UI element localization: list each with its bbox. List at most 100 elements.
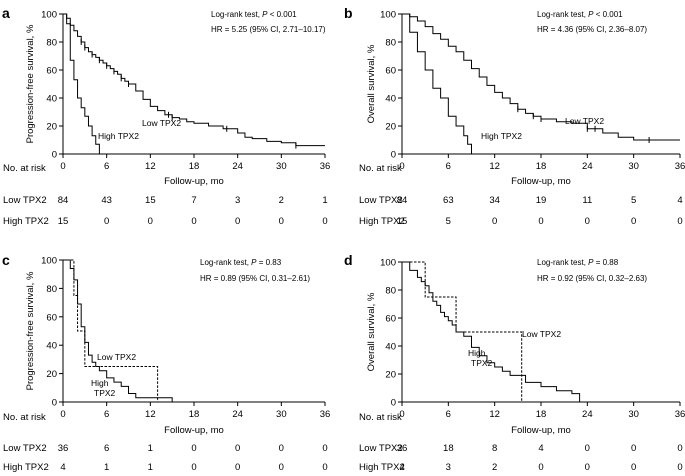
risk-row-label: High TPX2 xyxy=(3,216,49,227)
risk-count: 2 xyxy=(279,195,284,206)
y-tick-label: 100 xyxy=(380,258,396,269)
log-rank-text: Log-rank test, P = 0.88 xyxy=(537,258,619,267)
curve-label-low-tpx2: Low TPX2 xyxy=(565,116,604,126)
curve-label-line: High xyxy=(91,378,109,388)
log-rank-value: = 0.88 xyxy=(593,258,618,267)
risk-count: 0 xyxy=(492,216,497,227)
log-rank-prefix: Log-rank test, xyxy=(211,10,262,19)
risk-row-label: Low TPX2 xyxy=(359,195,403,206)
risk-table-header: No. at risk xyxy=(359,412,402,423)
y-tick-label: 0 xyxy=(391,150,396,161)
x-tick-label: 18 xyxy=(536,161,547,172)
x-tick-label: 30 xyxy=(628,161,639,172)
x-tick-label: 24 xyxy=(582,409,593,420)
risk-count: 0 xyxy=(538,216,543,227)
risk-count: 1 xyxy=(148,443,153,454)
curve-label-low-tpx2: Low TPX2 xyxy=(522,329,561,339)
risk-count: 0 xyxy=(148,216,153,227)
hazard-ratio-text: HR = 4.36 (95% CI, 2.36–8.07) xyxy=(537,25,647,34)
panel-letter: a xyxy=(2,5,10,21)
risk-count: 0 xyxy=(322,216,327,227)
risk-count: 3 xyxy=(446,462,451,473)
x-tick-label: 18 xyxy=(189,409,200,420)
survival-curve-high-tpx2 xyxy=(63,259,159,402)
risk-count: 0 xyxy=(631,443,636,454)
risk-count: 15 xyxy=(58,216,69,227)
x-tick-label: 0 xyxy=(399,161,404,172)
risk-count: 0 xyxy=(677,462,682,473)
risk-count: 4 xyxy=(677,195,682,206)
x-tick-label: 30 xyxy=(276,161,287,172)
x-tick-label: 36 xyxy=(675,161,685,172)
risk-table-header: No. at risk xyxy=(3,412,46,423)
hazard-ratio-text: HR = 5.25 (95% CI, 2.71–10.17) xyxy=(211,25,326,34)
x-axis-title: Follow-up, mo xyxy=(511,425,571,436)
y-tick-label: 40 xyxy=(385,342,396,353)
y-tick-label: 60 xyxy=(46,312,57,323)
x-tick-label: 18 xyxy=(189,161,200,172)
risk-count: 0 xyxy=(235,216,240,227)
risk-count: 0 xyxy=(322,462,327,473)
risk-row-label: Low TPX2 xyxy=(3,443,47,454)
x-tick-label: 12 xyxy=(145,409,156,420)
risk-count: 43 xyxy=(101,195,112,206)
log-rank-p: P xyxy=(588,10,594,19)
y-axis-title: Overall survival, % xyxy=(366,44,377,123)
y-tick-label: 100 xyxy=(380,10,396,21)
risk-count: 11 xyxy=(582,195,592,206)
risk-count: 0 xyxy=(585,216,590,227)
log-rank-text: Log-rank test, P < 0.001 xyxy=(211,10,297,19)
y-tick-label: 80 xyxy=(385,38,396,49)
risk-count: 15 xyxy=(397,216,408,227)
risk-row-label: Low TPX2 xyxy=(3,195,47,206)
y-tick-label: 0 xyxy=(391,398,396,409)
curve-label-low-tpx2: Low TPX2 xyxy=(142,118,181,128)
y-tick-label: 0 xyxy=(52,398,57,409)
risk-count: 0 xyxy=(235,462,240,473)
x-tick-label: 24 xyxy=(582,161,593,172)
survival-curve-low-tpx2 xyxy=(402,13,680,141)
x-tick-label: 12 xyxy=(489,409,500,420)
y-tick-label: 20 xyxy=(46,122,57,133)
risk-count: 18 xyxy=(443,443,454,454)
x-tick-label: 30 xyxy=(276,409,287,420)
risk-count: 0 xyxy=(585,443,590,454)
panel-letter: b xyxy=(344,5,353,21)
curve-label-line: TPX2 xyxy=(471,358,493,368)
survival-curve-low-tpx2 xyxy=(63,259,173,402)
risk-count: 0 xyxy=(677,216,682,227)
risk-count: 6 xyxy=(104,443,109,454)
x-tick-label: 6 xyxy=(104,161,109,172)
risk-count: 4 xyxy=(538,443,543,454)
x-tick-label: 18 xyxy=(536,409,547,420)
y-tick-label: 100 xyxy=(41,256,57,267)
survival-curve-high-tpx2 xyxy=(402,13,472,154)
risk-table-header: No. at risk xyxy=(359,163,402,174)
log-rank-prefix: Log-rank test, xyxy=(537,10,588,19)
risk-count: 5 xyxy=(446,216,451,227)
risk-table-header: No. at risk xyxy=(3,163,46,174)
x-tick-label: 0 xyxy=(399,409,404,420)
risk-count: 15 xyxy=(145,195,156,206)
risk-count: 0 xyxy=(585,462,590,473)
log-rank-text: Log-rank test, P = 0.83 xyxy=(200,258,282,267)
risk-count: 1 xyxy=(148,462,153,473)
hazard-ratio-text: HR = 0.92 (95% CI, 0.32–2.63) xyxy=(537,274,647,283)
risk-count: 0 xyxy=(191,443,196,454)
y-tick-label: 20 xyxy=(385,122,396,133)
x-tick-label: 12 xyxy=(145,161,156,172)
y-tick-label: 0 xyxy=(52,150,57,161)
log-rank-value: < 0.001 xyxy=(593,10,623,19)
log-rank-text: Log-rank test, P < 0.001 xyxy=(537,10,623,19)
curve-label-line: TPX2 xyxy=(94,388,116,398)
risk-row-label: Low TPX2 xyxy=(359,443,403,454)
x-axis-title: Follow-up, mo xyxy=(164,425,224,436)
log-rank-value: < 0.001 xyxy=(267,10,297,19)
risk-count: 0 xyxy=(191,216,196,227)
risk-count: 4 xyxy=(60,462,65,473)
y-tick-label: 40 xyxy=(385,94,396,105)
